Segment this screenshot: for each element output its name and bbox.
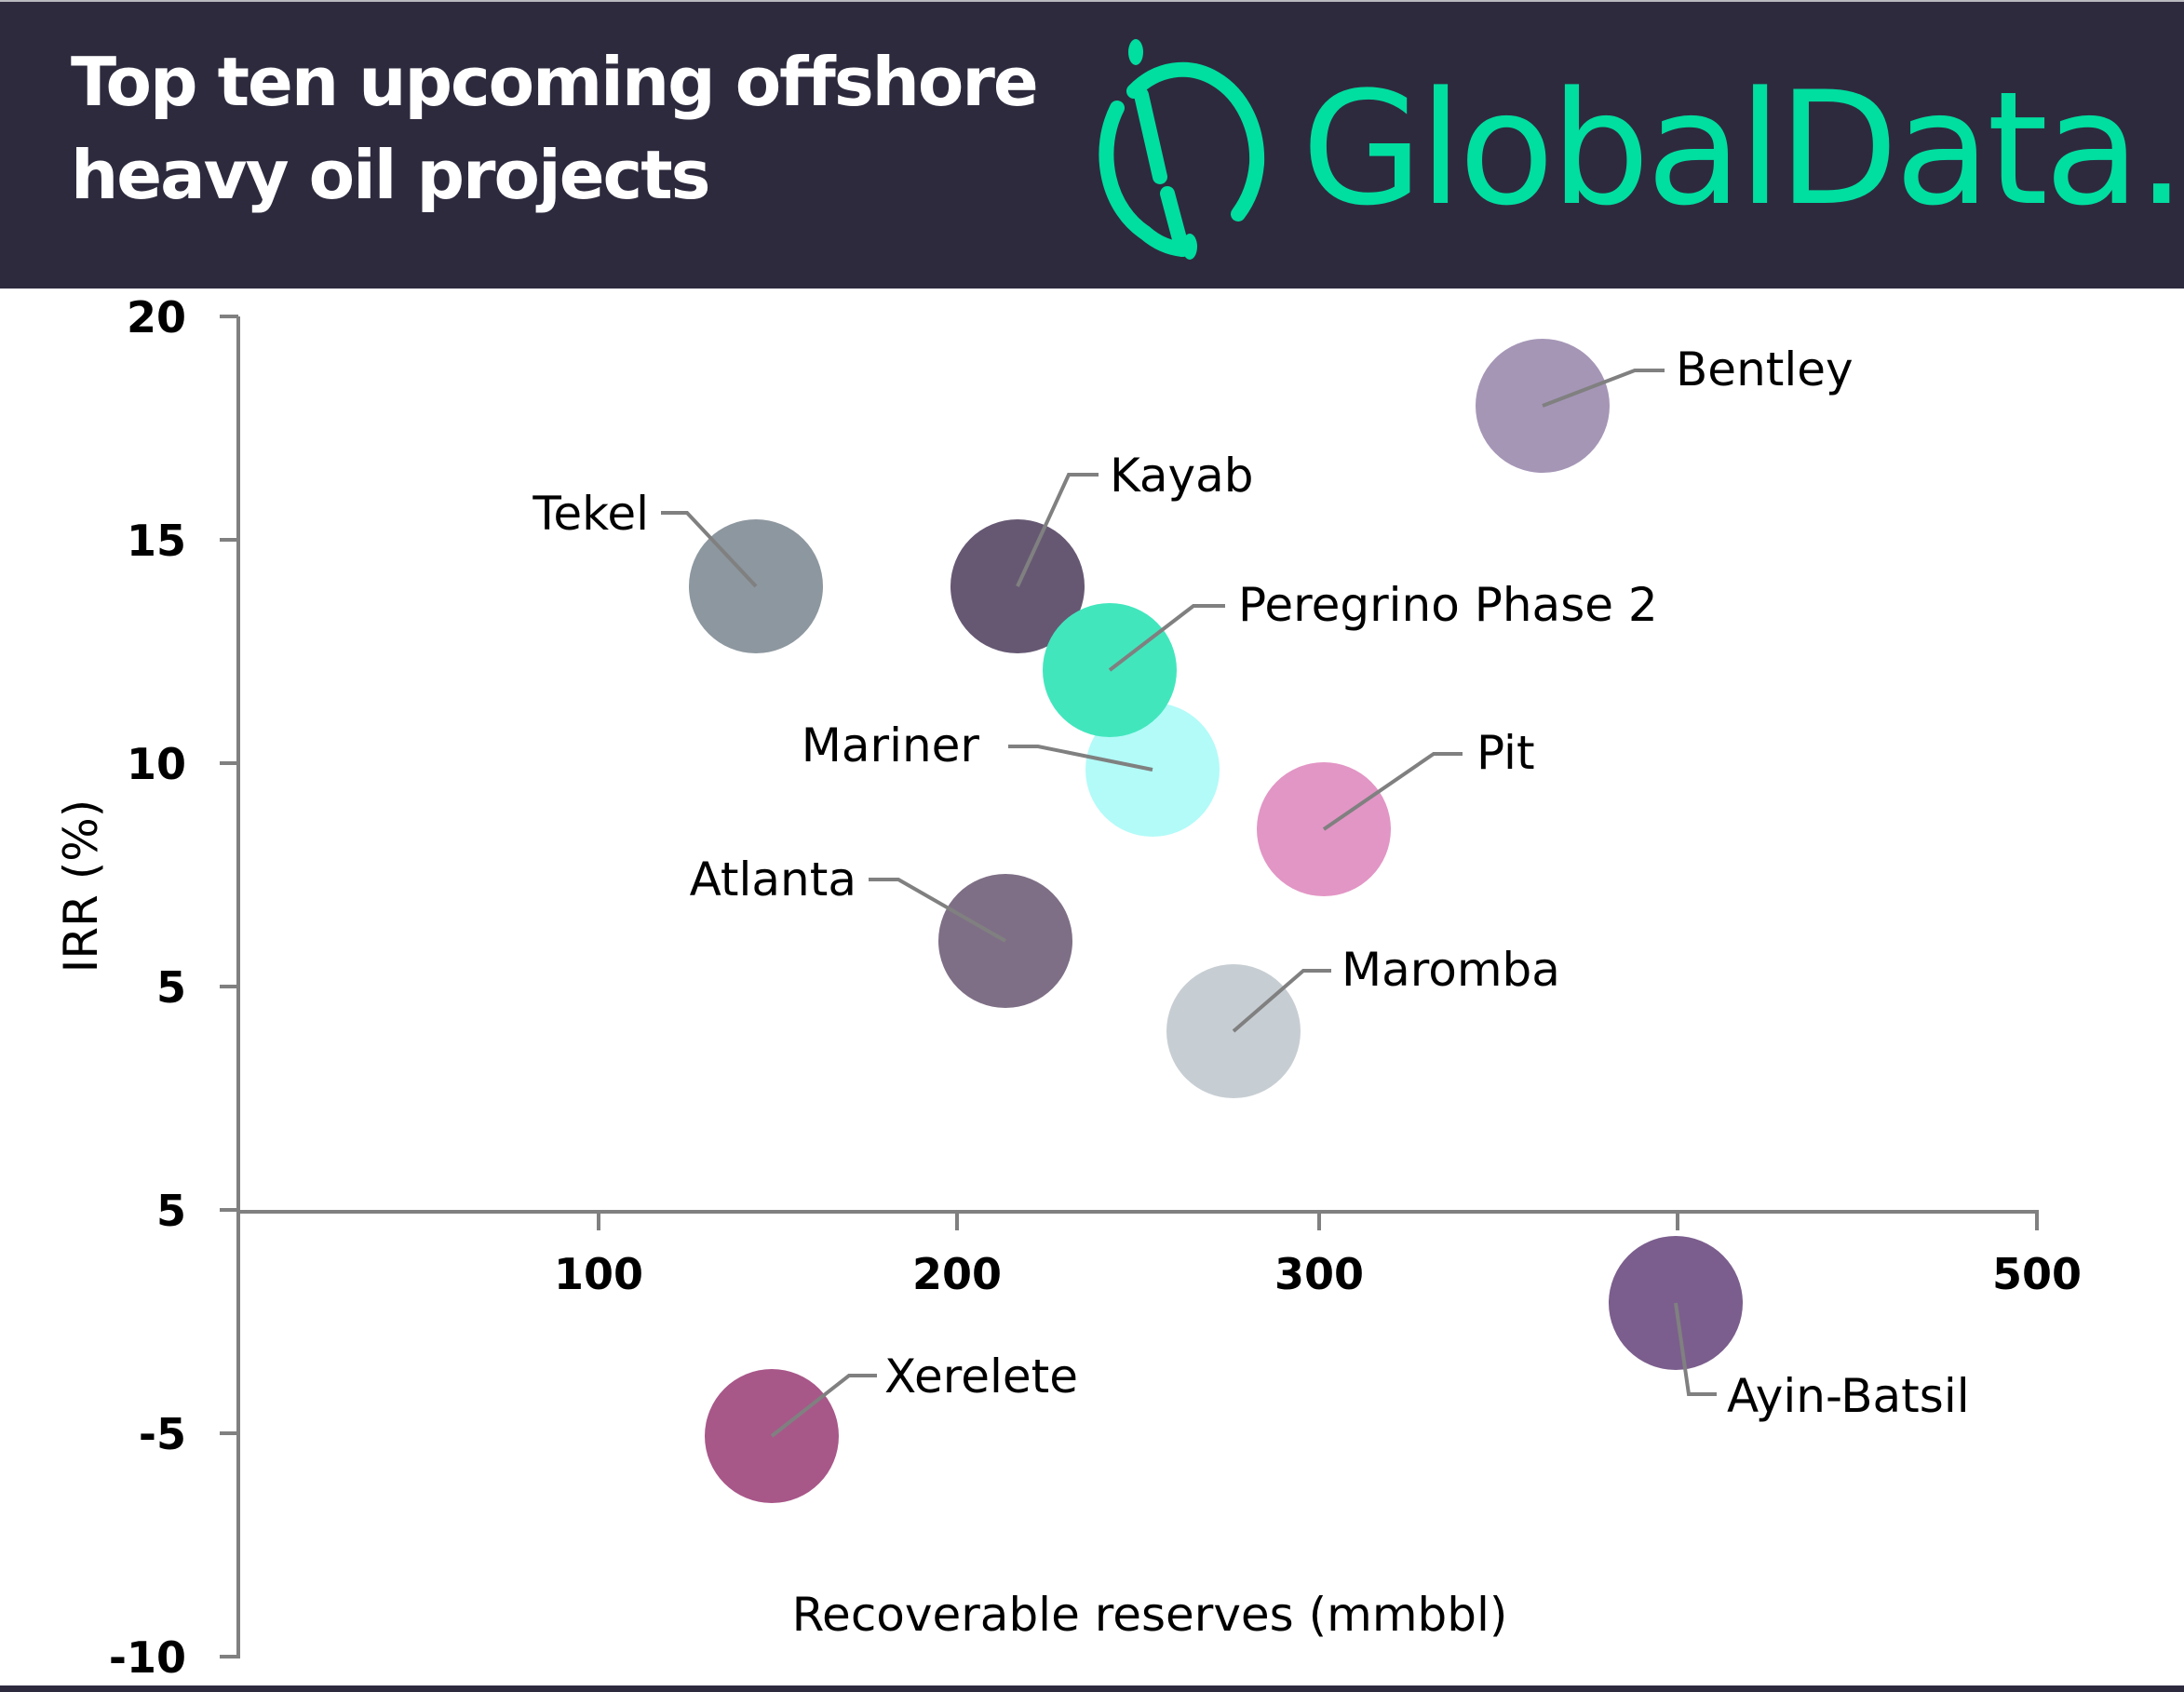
x-axis-title: Recoverable reserves (mmbbl) — [792, 1588, 1508, 1642]
y-tick-labels: 20 15 10 5 5 -5 -10 — [109, 292, 186, 1683]
y-tick-label: 5 — [156, 962, 186, 1013]
label-ayin-batsil: Ayin-Batsil — [1727, 1369, 1970, 1423]
label-maromba: Maromba — [1341, 943, 1560, 997]
y-axis-title: IRR (%) — [54, 799, 108, 974]
footer-bar — [0, 1685, 2184, 1692]
x-axis — [238, 1210, 2039, 1230]
label-kayab: Kayab — [1110, 449, 1254, 503]
x-tick-label: 300 — [1274, 1249, 1364, 1299]
label-mariner: Mariner — [802, 718, 980, 772]
x-tick-label: 500 — [1992, 1249, 2082, 1299]
y-axis — [220, 315, 240, 1658]
x-tick-label: 200 — [912, 1249, 1002, 1299]
logo-wordmark: GlobalData. — [1301, 58, 2184, 240]
bubbles — [689, 339, 1743, 1503]
title-line-2: heavy oil projects — [71, 136, 710, 214]
label-xerelete: Xerelete — [884, 1350, 1078, 1403]
y-tick-label: 20 — [127, 292, 186, 342]
y-tick-label: 5 — [156, 1186, 186, 1236]
label-peregrino-phase-2: Peregrino Phase 2 — [1238, 578, 1658, 632]
chart-title: Top ten upcoming offshore heavy oil proj… — [71, 35, 1039, 222]
y-tick-label: -10 — [109, 1632, 186, 1683]
label-pit: Pit — [1476, 726, 1535, 780]
title-line-1: Top ten upcoming offshore — [71, 43, 1039, 121]
label-tekel: Tekel — [532, 487, 649, 541]
header-banner: Top ten upcoming offshore heavy oil proj… — [0, 0, 2184, 289]
x-tick-label: 100 — [554, 1249, 643, 1299]
globaldata-logo: GlobalData. — [1089, 37, 2184, 261]
y-tick-label: -5 — [139, 1409, 186, 1459]
y-tick-label: 15 — [127, 516, 186, 566]
label-bentley: Bentley — [1676, 342, 1854, 396]
y-tick-label: 10 — [127, 739, 186, 789]
x-tick-labels: 100 200 300 400 500 — [554, 1249, 2082, 1299]
bubble-labels: Bentley Kayab Tekel Peregrino Phase 2 Ma… — [532, 342, 1969, 1423]
globaldata-logo-icon — [1099, 39, 1265, 260]
leader-lines — [661, 369, 1717, 1438]
label-atlanta: Atlanta — [690, 853, 856, 906]
